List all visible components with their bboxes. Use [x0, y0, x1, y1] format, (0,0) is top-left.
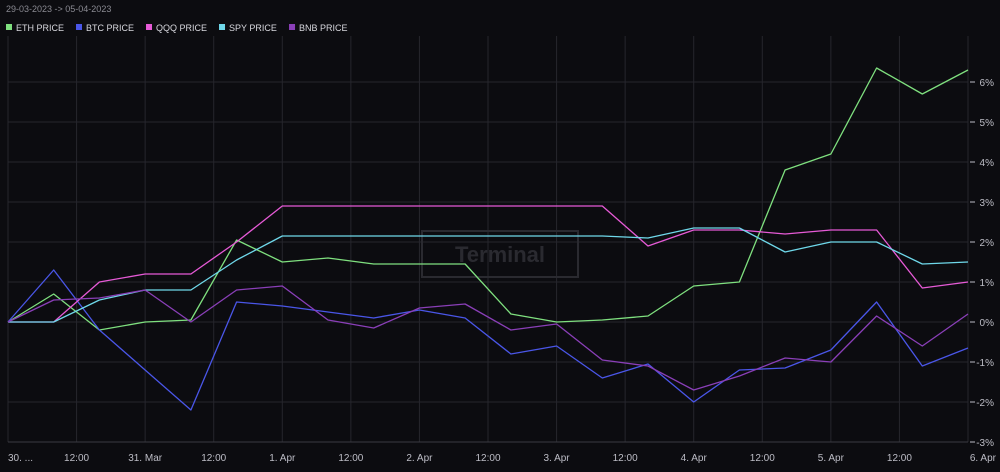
x-tick-label: 2. Apr — [406, 453, 433, 464]
x-tick-label: 12:00 — [750, 453, 775, 464]
watermark-frame — [421, 230, 579, 278]
legend-label-btc: BTC PRICE — [86, 23, 134, 33]
legend-swatch-spy — [219, 24, 226, 30]
watermark-logo: Terminal — [421, 230, 579, 278]
x-tick-label: 31. Mar — [128, 453, 163, 464]
watermark-text: Terminal — [455, 242, 545, 267]
x-tick-label: 1. Apr — [269, 453, 296, 464]
series-lines — [7, 67, 969, 411]
x-tick-label: 3. Apr — [544, 453, 571, 464]
y-tick-label: 2% — [980, 238, 995, 249]
x-tick-label: 12:00 — [64, 453, 89, 464]
y-tick-label: 6% — [980, 78, 995, 89]
series-line-spy — [8, 227, 969, 323]
legend-swatch-qqq — [146, 24, 153, 30]
x-tick-label: 12:00 — [338, 453, 363, 464]
legend-swatch-btc — [76, 24, 83, 30]
series-line-btc — [7, 269, 969, 411]
legend-label-eth: ETH PRICE — [16, 23, 64, 33]
y-tick-label: -3% — [976, 438, 994, 449]
x-tick-label: 6. Apr — [970, 453, 997, 464]
y-tick-label: 0% — [980, 318, 995, 329]
date-range-label: 29-03-2023 -> 05-04-2023 — [6, 4, 111, 14]
series-line-qqq — [8, 205, 969, 323]
y-axis: 6% 5% 4% 3% 2% 1% 0% -1% -2% -3% — [970, 78, 994, 449]
x-tick-label: 12:00 — [475, 453, 500, 464]
series-line-eth — [7, 67, 969, 331]
y-tick-label: -1% — [976, 358, 994, 369]
y-tick-label: 4% — [980, 158, 995, 169]
y-tick-label: 3% — [980, 198, 995, 209]
x-tick-label: 4. Apr — [681, 453, 708, 464]
x-tick-label: 12:00 — [201, 453, 226, 464]
y-tick-label: 1% — [980, 278, 995, 289]
y-tick-label: -2% — [976, 398, 994, 409]
x-axis: 30. ... 12:00 31. Mar 12:00 1. Apr 12:00 2. Ap… — [8, 453, 997, 464]
legend-label-spy: SPY PRICE — [229, 23, 277, 33]
legend-label-qqq: QQQ PRICE — [156, 23, 207, 33]
legend-label-bnb: BNB PRICE — [299, 23, 348, 33]
x-tick-label: 12:00 — [613, 453, 638, 464]
legend-swatch-eth — [6, 24, 12, 30]
legend-swatch-bnb — [289, 24, 296, 30]
series-line-bnb — [7, 285, 969, 391]
x-tick-label: 5. Apr — [818, 453, 845, 464]
x-tick-label: 12:00 — [887, 453, 912, 464]
legend: ETH PRICE BTC PRICE QQQ PRICE SPY PRICE BNB … — [6, 23, 348, 33]
x-tick-label: 30. ... — [8, 453, 33, 464]
grid-lines — [7, 36, 969, 443]
y-tick-label: 5% — [980, 118, 995, 129]
